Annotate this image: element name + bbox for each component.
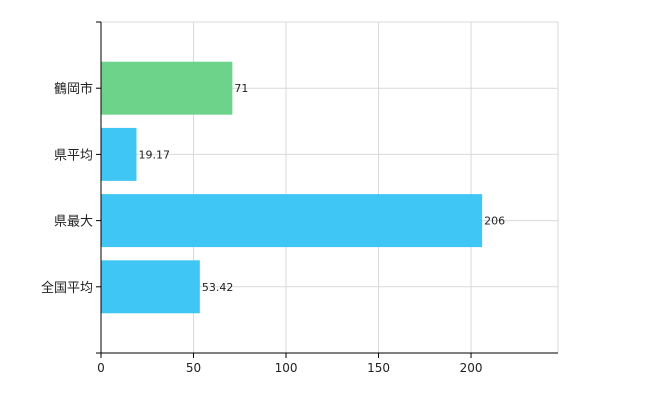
x-tick-label: 200 xyxy=(460,361,483,375)
bars xyxy=(101,61,483,314)
category-label: 全国平均 xyxy=(41,280,93,296)
axes xyxy=(96,21,558,358)
category-label: 鶴岡市 xyxy=(54,81,93,97)
data-label: 206 xyxy=(484,215,505,228)
data-label: 19.17 xyxy=(138,148,170,161)
bar xyxy=(101,260,200,314)
x-tick-label: 50 xyxy=(186,361,201,375)
bar xyxy=(101,61,233,115)
x-tick-label: 100 xyxy=(275,361,298,375)
x-tick-label: 150 xyxy=(367,361,390,375)
data-label: 53.42 xyxy=(202,281,234,294)
data-label: 71 xyxy=(234,82,248,95)
bar xyxy=(101,194,483,248)
x-tick-label: 0 xyxy=(97,361,105,375)
bar xyxy=(101,127,137,181)
category-label: 県平均 xyxy=(54,148,93,163)
category-label: 県最大 xyxy=(54,215,93,230)
